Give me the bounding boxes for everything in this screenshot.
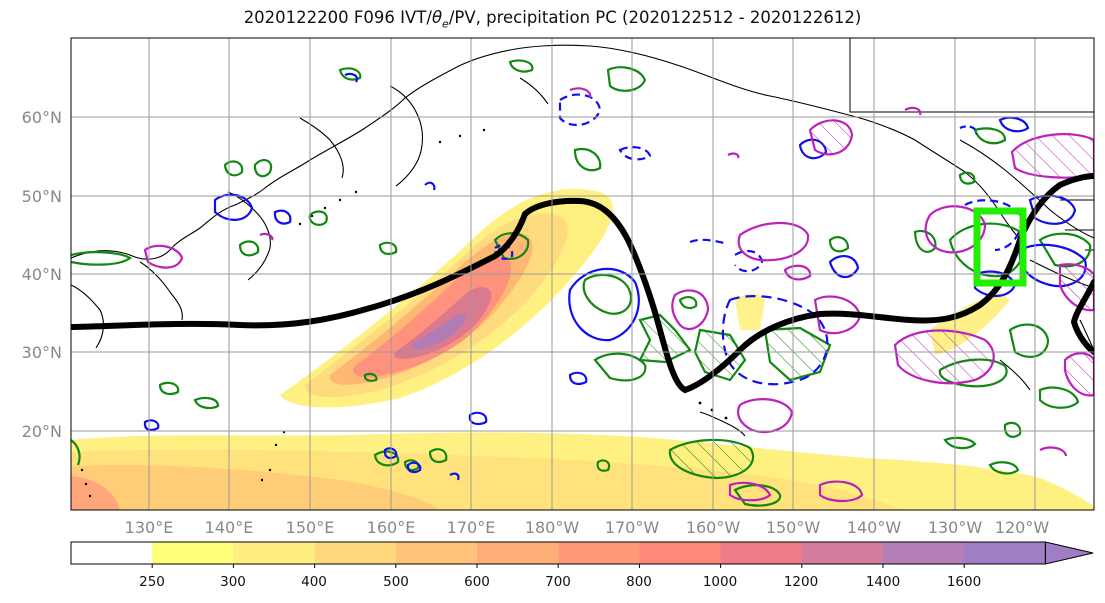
colorbar-tick-label: 700	[545, 574, 571, 590]
lon-label: 140°E	[205, 518, 254, 537]
lat-label: 60°N	[22, 108, 62, 127]
target-region-box	[973, 207, 1027, 287]
latitude-labels: 60°N 50°N 40°N 30°N 20°N	[22, 108, 62, 441]
lon-label: 130°W	[928, 518, 983, 537]
colorbar-tick-label: 1200	[784, 574, 818, 590]
colorbar	[70, 541, 1094, 568]
colorbar-segment	[964, 542, 1046, 564]
colorbar-labels: 250 300 400 500 600 700 800 1000 1200 14…	[139, 574, 981, 590]
colorbar-tick-label: 1400	[866, 574, 900, 590]
lon-label: 160°W	[686, 518, 741, 537]
pv-contour-right	[1070, 279, 1094, 355]
magenta-pc-contours	[143, 87, 1094, 503]
colorbar-tick-label: 250	[139, 574, 165, 590]
lon-label: 140°W	[847, 518, 902, 537]
lon-label: 180°W	[525, 518, 580, 537]
lon-label: 170°W	[605, 518, 660, 537]
lat-label: 30°N	[22, 343, 62, 362]
lon-label: 160°E	[367, 518, 416, 537]
lon-label: 130°E	[125, 518, 174, 537]
colorbar-tick-label: 500	[383, 574, 409, 590]
colorbar-segment	[883, 542, 965, 564]
colorbar-segment	[558, 542, 640, 564]
colorbar-segment	[395, 542, 478, 564]
lat-label: 20°N	[22, 422, 62, 441]
colorbar-segment	[477, 542, 559, 564]
colorbar-segment	[801, 542, 884, 564]
lon-label: 150°W	[766, 518, 821, 537]
colorbar-segment	[720, 542, 803, 564]
lon-label: 170°E	[447, 518, 496, 537]
lon-label: 150°E	[286, 518, 335, 537]
lat-label: 50°N	[22, 187, 62, 206]
colorbar-tick-label: 300	[220, 574, 246, 590]
colorbar-segment	[152, 542, 234, 564]
pv-contour-line	[71, 173, 1094, 394]
colorbar-segment	[314, 542, 397, 564]
colorbar-segment	[639, 542, 722, 564]
map-title: 2020122200 F096 IVT/θe/PV, precipitation…	[243, 8, 862, 31]
lat-label: 40°N	[22, 265, 62, 284]
colorbar-tick-label: 1000	[703, 574, 737, 590]
ivt-tropical-band	[71, 432, 1094, 510]
colorbar-tick-label: 400	[301, 574, 327, 590]
blue-pc-contours	[143, 72, 1087, 481]
colorbar-segment	[71, 542, 153, 564]
colorbar-tick-label: 600	[464, 574, 490, 590]
colorbar-segment	[233, 542, 316, 564]
longitude-labels: 130°E 140°E 150°E 160°E 170°E 180°W 170°…	[125, 518, 1050, 537]
colorbar-tick-label: 1600	[947, 574, 981, 590]
colorbar-extend-arrow	[1044, 541, 1094, 565]
gridlines	[71, 38, 1094, 510]
map-frame	[70, 37, 1095, 511]
lon-label: 120°W	[995, 518, 1050, 537]
colorbar-tick-label: 800	[626, 574, 652, 590]
